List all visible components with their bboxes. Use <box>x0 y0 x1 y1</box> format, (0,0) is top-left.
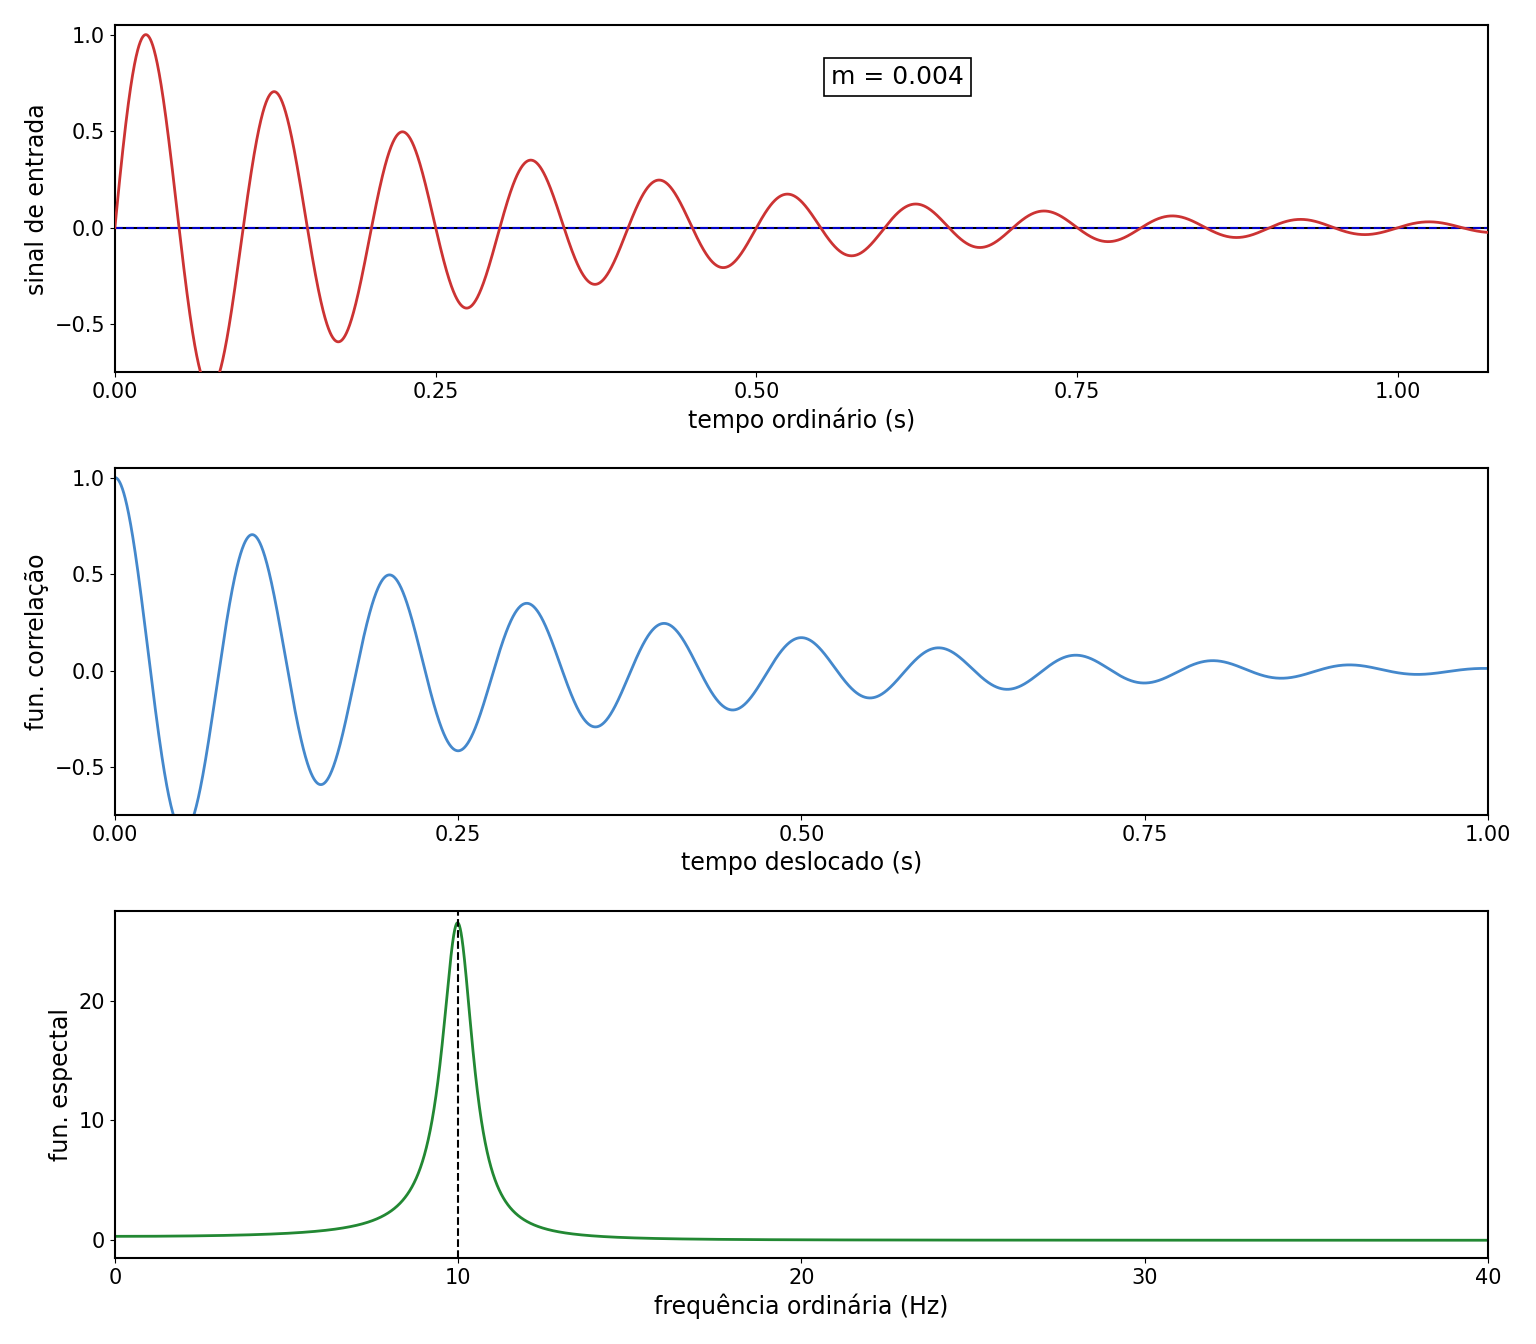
Text: m = 0.004: m = 0.004 <box>831 65 965 89</box>
X-axis label: frequência ordinária (Hz): frequência ordinária (Hz) <box>654 1293 949 1318</box>
X-axis label: tempo deslocado (s): tempo deslocado (s) <box>680 851 922 875</box>
X-axis label: tempo ordinário (s): tempo ordinário (s) <box>688 407 915 433</box>
Y-axis label: fun. espectal: fun. espectal <box>49 1008 74 1161</box>
Y-axis label: fun. correlação: fun. correlação <box>25 554 49 730</box>
Y-axis label: sinal de entrada: sinal de entrada <box>25 103 49 294</box>
